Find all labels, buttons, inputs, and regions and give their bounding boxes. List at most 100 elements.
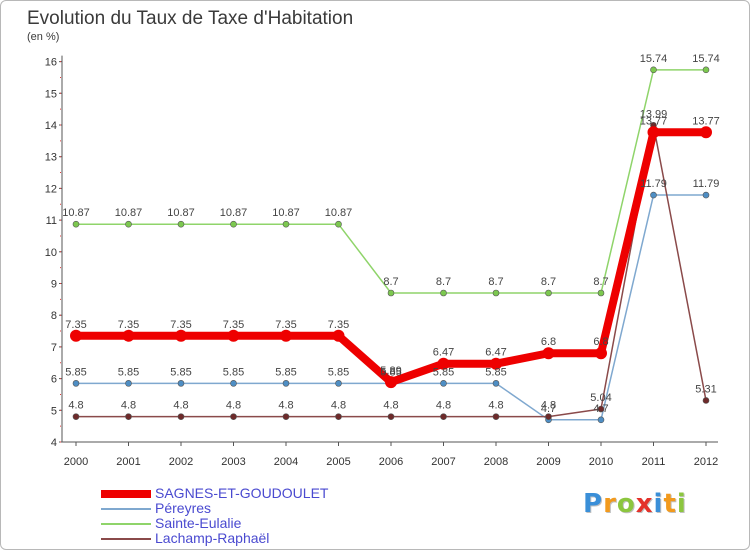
data-label: 5.31 [695, 383, 716, 395]
data-point [437, 357, 450, 370]
proxiti-logo: Proxiti [583, 489, 687, 519]
data-point [650, 191, 657, 199]
data-point [72, 413, 80, 420]
legend-item: SAGNES-ET-GOUDOULET [101, 486, 328, 501]
data-label: 10.87 [272, 207, 300, 219]
data-label: 4.8 [278, 400, 293, 412]
data-label: 6.47 [433, 347, 454, 359]
data-label: 5.85 [433, 366, 454, 378]
data-label: 5.85 [485, 366, 506, 378]
x-tick-label: 2005 [326, 456, 350, 468]
y-tick-label: 11 [46, 215, 57, 227]
y-tick-label: 10 [45, 247, 57, 259]
logo-letter: i [676, 489, 687, 519]
data-label: 6.8 [593, 336, 608, 348]
data-point [702, 191, 710, 199]
data-point [595, 347, 607, 360]
data-label: 8.7 [593, 276, 608, 288]
x-tick-label: 2000 [64, 456, 88, 468]
data-point [440, 413, 447, 420]
x-tick-label: 2003 [221, 456, 245, 468]
data-label: 4.8 [68, 400, 83, 412]
data-label: 4.8 [173, 400, 188, 412]
data-label: 13.77 [640, 115, 668, 127]
chart-data-labels: 10.87 10.87 10.87 10.87 10.87 10.87 8.7 8.7 8.7 8… [62, 53, 720, 415]
legend-swatch [101, 507, 151, 510]
data-point [125, 380, 132, 387]
chart-legend: SAGNES-ET-GOUDOULET Péreyres Sainte-Eula… [101, 486, 328, 546]
data-label: 11.79 [640, 178, 667, 190]
data-label: 10.87 [167, 207, 195, 219]
data-point [597, 289, 605, 297]
legend-swatch [101, 489, 151, 498]
data-point [230, 380, 237, 387]
x-tick-label: 2011 [642, 456, 666, 468]
x-tick-label: 2010 [589, 456, 613, 468]
data-label: 4.8 [331, 400, 346, 412]
logo-letter: i [653, 489, 664, 519]
y-tick-label: 15 [45, 88, 57, 100]
data-label: 4.8 [121, 400, 136, 412]
data-label: 10.87 [62, 207, 90, 219]
data-label: 4.8 [383, 400, 398, 412]
legend-swatch [101, 537, 151, 540]
data-point [542, 347, 555, 360]
logo-letter: t [663, 489, 677, 519]
data-point [70, 329, 82, 342]
data-point [125, 220, 132, 228]
data-point [282, 413, 290, 420]
y-tick-label: 13 [45, 152, 57, 164]
data-point [545, 413, 552, 420]
data-label: 5.04 [590, 392, 611, 404]
legend-label: Péreyres [155, 500, 212, 516]
x-tick-label: 2012 [694, 456, 718, 468]
x-tick-label: 2004 [274, 456, 298, 468]
legend-label: SAGNES-ET-GOUDOULET [155, 485, 329, 501]
data-point [647, 126, 660, 139]
logo-letter: P [583, 489, 604, 519]
legend-item: Péreyres [101, 501, 328, 516]
data-label: 7.35 [170, 319, 191, 331]
series-line-sainte-eulalie [75, 69, 707, 294]
data-label: 5.85 [223, 366, 244, 378]
logo-letter: x [635, 489, 654, 519]
data-point [122, 329, 135, 342]
legend-label: Lachamp-Raphaël [155, 530, 270, 546]
data-point [177, 220, 185, 228]
data-point [125, 413, 132, 420]
data-label: 8.7 [541, 276, 556, 288]
data-label: 11.79 [693, 178, 720, 190]
data-point [230, 220, 237, 228]
data-label: 4.8 [436, 400, 451, 412]
data-point [700, 126, 712, 139]
data-point [702, 66, 710, 74]
y-tick-label: 8 [51, 310, 57, 322]
data-label: 13.77 [692, 115, 720, 127]
data-point [597, 405, 605, 413]
data-point [72, 220, 80, 228]
y-tick-label: 14 [45, 120, 57, 132]
data-label: 15.74 [692, 53, 720, 65]
data-point [650, 66, 657, 74]
data-label: 7.35 [275, 319, 296, 331]
logo-letter: r [603, 489, 617, 519]
data-point [440, 289, 447, 297]
data-label: 5.85 [118, 366, 139, 378]
y-tick-label: 7 [51, 342, 57, 354]
data-label: 5.85 [380, 366, 401, 378]
legend-item: Lachamp-Raphaël [101, 531, 328, 546]
data-label: 8.7 [488, 276, 503, 288]
data-point [175, 329, 187, 342]
data-label: 13.99 [640, 108, 668, 120]
data-point [230, 413, 237, 420]
x-tick-label: 2009 [536, 456, 560, 468]
logo-letter: o [616, 489, 636, 519]
data-label: 7.35 [118, 319, 139, 331]
data-point [177, 380, 185, 387]
x-tick-label: 2007 [431, 456, 455, 468]
data-label: 5.89 [380, 365, 401, 377]
data-label: 5.85 [328, 366, 349, 378]
data-point [335, 220, 342, 228]
data-point [227, 329, 240, 342]
x-tick-label: 2002 [169, 456, 193, 468]
